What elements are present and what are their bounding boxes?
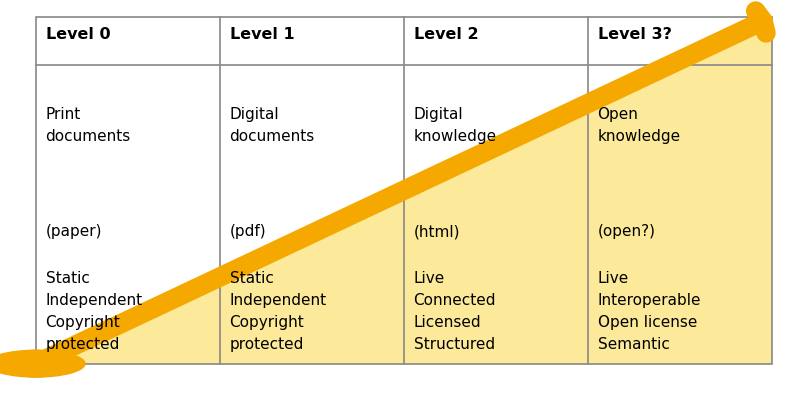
Text: (open?): (open?) bbox=[598, 224, 656, 240]
Text: Level 2: Level 2 bbox=[414, 27, 478, 42]
Text: Level 0: Level 0 bbox=[46, 27, 110, 42]
Text: Static
Independent
Copyright
protected: Static Independent Copyright protected bbox=[230, 270, 326, 352]
Polygon shape bbox=[36, 17, 772, 364]
Text: Open
knowledge: Open knowledge bbox=[598, 107, 681, 144]
Circle shape bbox=[10, 350, 62, 377]
Text: Level 3?: Level 3? bbox=[598, 27, 671, 42]
Text: Digital
knowledge: Digital knowledge bbox=[414, 107, 497, 144]
Text: Live
Connected
Licensed
Structured: Live Connected Licensed Structured bbox=[414, 270, 496, 352]
Text: (paper): (paper) bbox=[46, 224, 102, 240]
Text: (pdf): (pdf) bbox=[230, 224, 266, 240]
Bar bbox=[36, 17, 772, 364]
Ellipse shape bbox=[0, 350, 85, 377]
Text: Print
documents: Print documents bbox=[46, 107, 131, 144]
Text: (html): (html) bbox=[414, 224, 460, 240]
Text: Static
Independent
Copyright
protected: Static Independent Copyright protected bbox=[46, 270, 142, 352]
Text: Digital
documents: Digital documents bbox=[230, 107, 315, 144]
Text: Live
Interoperable
Open license
Semantic: Live Interoperable Open license Semantic bbox=[598, 270, 701, 352]
Text: Level 1: Level 1 bbox=[230, 27, 294, 42]
